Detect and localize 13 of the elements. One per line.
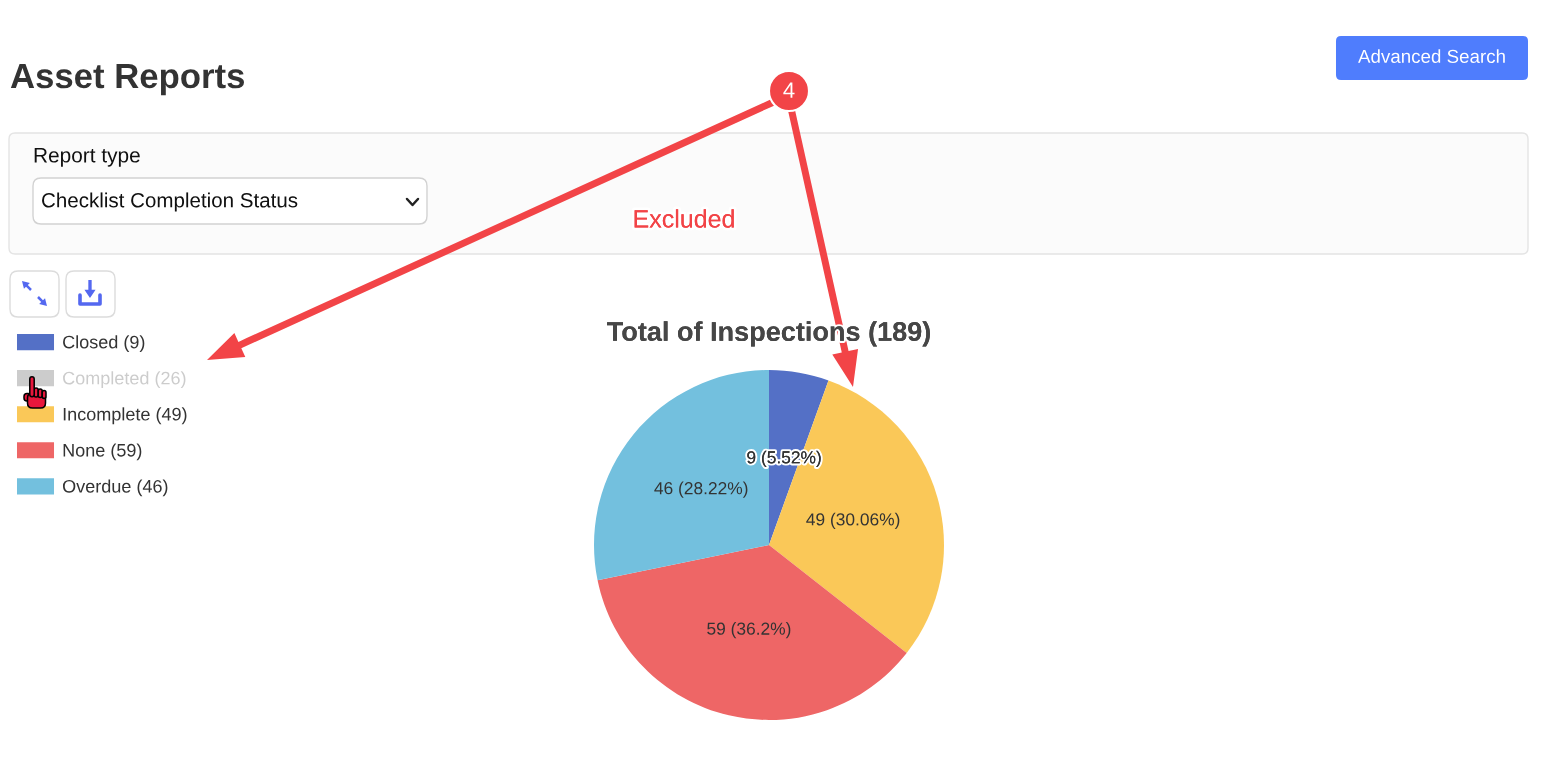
legend-label: Overdue (46) [62,479,168,497]
text: Excluded [634,209,734,228]
legend-label: None (59) [63,443,142,461]
data-label: 46 (28.22%) [654,481,748,498]
text: 4 [783,82,795,98]
text: Asset Reports [10,64,244,96]
data-label: 49 (30.06%) [806,512,900,529]
legend-label: Closed (9) [63,335,145,352]
legend-label: Incomplete (49) [63,407,187,425]
text: Advanced Search [1358,49,1505,64]
data-label: 59 (36.2%) [707,622,791,639]
text: Report type [34,148,140,167]
text: Checklist Completion Status [42,192,298,212]
